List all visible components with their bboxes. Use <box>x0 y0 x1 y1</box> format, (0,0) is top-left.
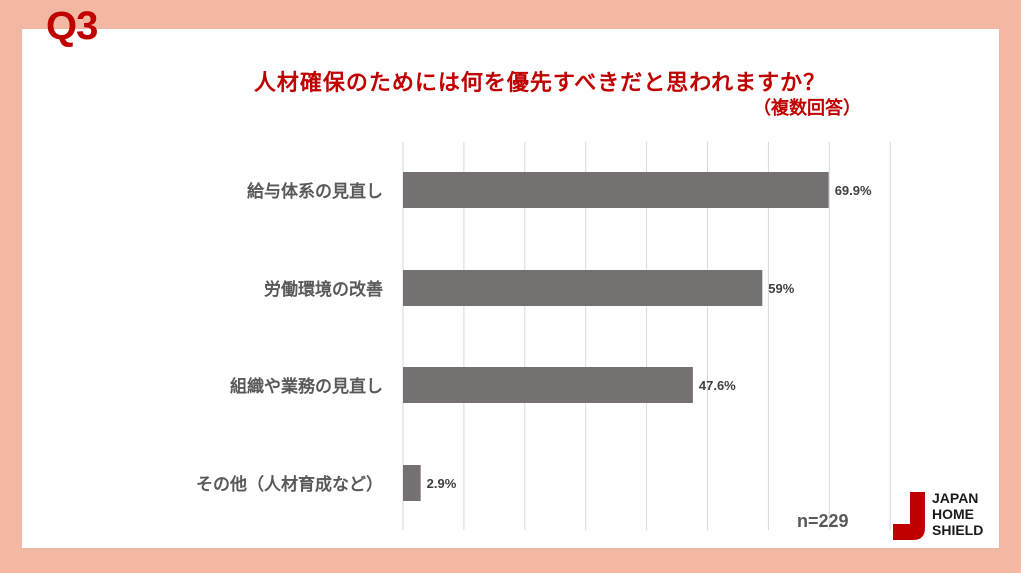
chart-title: 人材確保のためには何を優先すべきだと思われますか？ <box>253 71 827 96</box>
logo-line-3: SHIELD <box>932 522 984 538</box>
category-label: 給与体系の見直し <box>247 181 383 202</box>
logo-line-2: HOME <box>932 506 974 522</box>
question-label: Q3 <box>46 4 98 48</box>
logo-j-mark-icon <box>893 492 925 540</box>
bar <box>403 172 829 208</box>
sample-size-label: n=229 <box>797 511 849 531</box>
logo-text: JAPAN HOME SHIELD <box>932 490 983 538</box>
data-label: 47.6% <box>699 378 736 393</box>
bar <box>403 270 763 306</box>
company-logo: JAPAN HOME SHIELD <box>890 490 1000 542</box>
data-label: 59% <box>768 281 794 296</box>
data-label: 69.9% <box>835 183 872 198</box>
category-label: 労働環境の改善 <box>264 279 383 300</box>
category-label: 組織や業務の見直し <box>230 376 383 397</box>
data-label: 2.9% <box>427 476 457 491</box>
logo-line-1: JAPAN <box>932 490 979 506</box>
bar <box>403 465 421 501</box>
category-label: その他（人材育成など） <box>196 474 383 495</box>
chart-subtitle: （複数回答） <box>753 98 861 119</box>
bar <box>403 367 693 403</box>
